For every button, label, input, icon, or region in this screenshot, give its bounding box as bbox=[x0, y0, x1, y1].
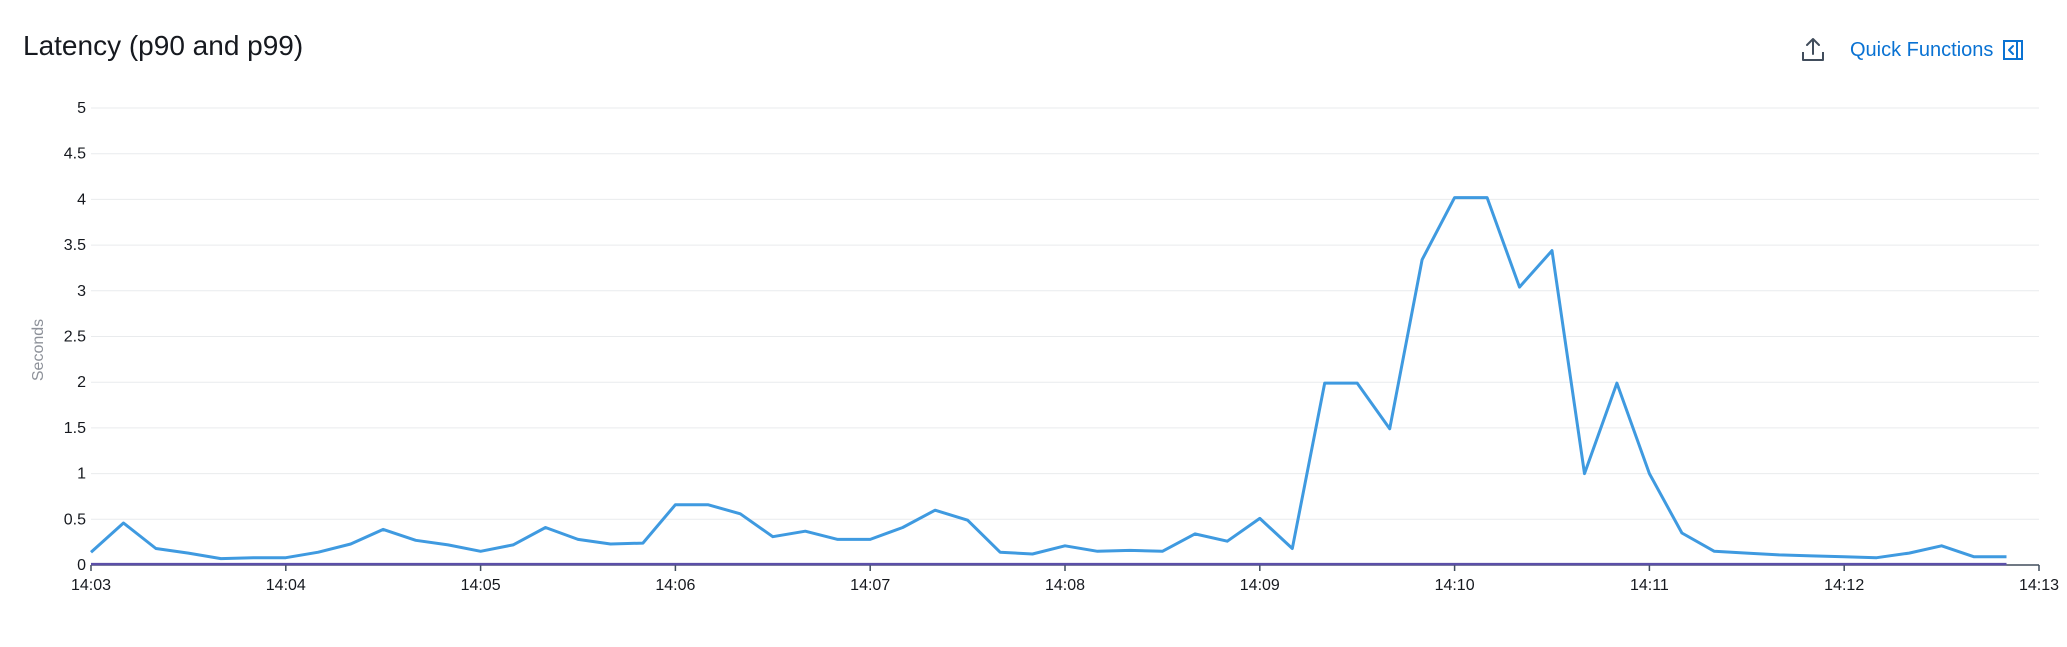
x-tick-label: 14:09 bbox=[1240, 577, 1280, 594]
x-tick-label: 14:07 bbox=[850, 577, 890, 594]
x-tick-label: 14:05 bbox=[461, 577, 501, 594]
x-tick-label: 14:03 bbox=[71, 577, 111, 594]
quick-functions-label: Quick Functions bbox=[1850, 38, 1994, 61]
y-tick-label: 0.5 bbox=[64, 511, 86, 528]
y-tick-label: 0 bbox=[77, 557, 86, 574]
export-button[interactable] bbox=[1796, 33, 1830, 67]
chart-title: Latency (p90 and p99) bbox=[23, 30, 304, 61]
x-tick-label: 14:06 bbox=[655, 577, 695, 594]
y-tick-label: 3 bbox=[77, 283, 86, 300]
y-tick-label: 3.5 bbox=[64, 237, 86, 254]
y-tick-label: 4.5 bbox=[64, 146, 86, 163]
y-tick-label: 1 bbox=[77, 466, 86, 483]
y-tick-label: 2 bbox=[77, 374, 86, 391]
upload-icon bbox=[1802, 38, 1824, 61]
chart-axes bbox=[90, 564, 2040, 571]
collapse-panel-icon bbox=[2003, 40, 2024, 60]
y-tick-label: 2.5 bbox=[64, 329, 86, 346]
x-tick-label: 14:12 bbox=[1824, 577, 1864, 594]
x-tick-label: 14:08 bbox=[1045, 577, 1085, 594]
chart-gridlines bbox=[91, 107, 2039, 520]
x-tick-label: 14:13 bbox=[2019, 577, 2059, 594]
quick-functions-button[interactable]: Quick Functions bbox=[1850, 34, 2024, 66]
chart-series bbox=[89, 196, 2007, 566]
y-tick-label: 4 bbox=[77, 191, 86, 208]
chart-tick-labels: 0 0.5 1 1.5 2 2.5 3 3.5 4 4.5 5 14:03 14:04 14:05 14:0… bbox=[64, 100, 2059, 594]
series-line-1 bbox=[89, 196, 2007, 561]
x-tick-label: 14:04 bbox=[266, 577, 306, 594]
x-tick-label: 14:10 bbox=[1435, 577, 1475, 594]
y-axis-label: Seconds bbox=[30, 319, 47, 381]
y-tick-label: 5 bbox=[77, 100, 86, 117]
x-tick-label: 14:11 bbox=[1630, 577, 1669, 594]
y-tick-label: 1.5 bbox=[64, 420, 86, 437]
